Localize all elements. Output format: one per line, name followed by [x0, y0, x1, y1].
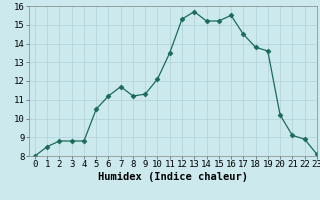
- X-axis label: Humidex (Indice chaleur): Humidex (Indice chaleur): [98, 172, 248, 182]
